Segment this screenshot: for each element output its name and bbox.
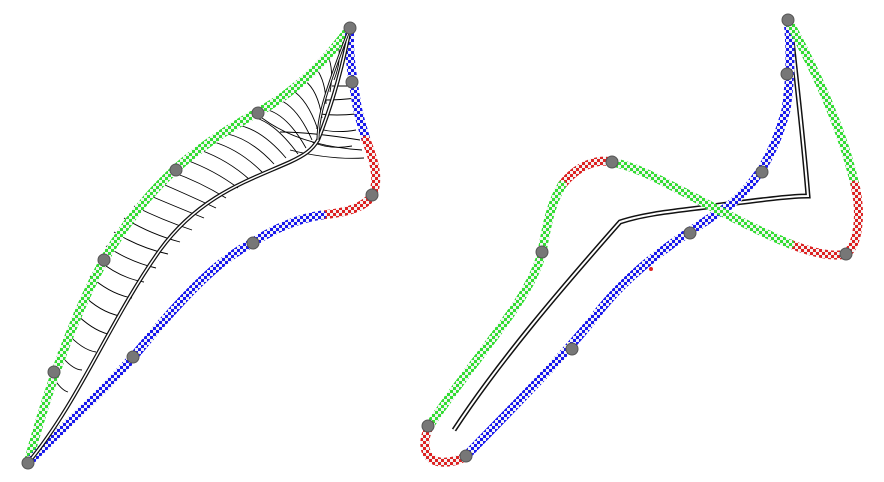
blue-curve-main <box>461 15 795 461</box>
green-curve-left <box>425 180 567 430</box>
vertex <box>169 163 183 177</box>
green-curve <box>23 23 355 468</box>
vertex <box>246 236 260 250</box>
vertex <box>755 165 769 179</box>
vertex <box>565 342 579 356</box>
vertex <box>421 419 435 433</box>
vertex <box>605 155 619 169</box>
vertex <box>683 226 697 240</box>
red-marker <box>649 267 653 271</box>
vertex <box>126 350 140 364</box>
green-curve-loop <box>607 157 795 249</box>
left-skeleton <box>26 27 352 465</box>
vertex <box>781 13 795 27</box>
vertex <box>21 456 35 470</box>
red-curve-top <box>557 156 617 190</box>
vertex <box>535 245 549 259</box>
right-shape <box>420 13 863 467</box>
red-curve <box>317 135 381 220</box>
vertex <box>97 253 111 267</box>
vertex <box>365 188 379 202</box>
vertex <box>343 21 357 35</box>
vertex <box>459 449 473 463</box>
vertex <box>780 67 794 81</box>
blue-curve-upper <box>344 23 371 145</box>
left-shape <box>21 21 381 470</box>
right-vertices <box>421 13 853 463</box>
green-curve-right <box>783 15 860 190</box>
vertex <box>839 247 853 261</box>
vertex <box>345 75 359 89</box>
left-vertices <box>21 21 379 470</box>
vertex <box>251 106 265 120</box>
vertex <box>47 365 61 379</box>
red-curve-bottom <box>420 420 471 467</box>
blue-curve-lower <box>23 210 327 468</box>
